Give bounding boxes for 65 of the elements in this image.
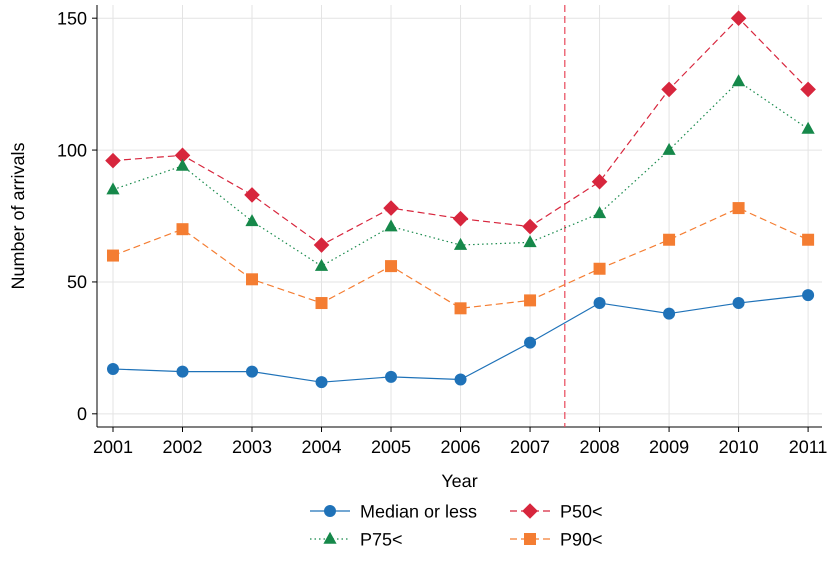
point xyxy=(524,294,536,306)
point xyxy=(176,366,188,378)
point xyxy=(174,148,190,164)
x-tick-label: 2004 xyxy=(301,437,342,457)
point xyxy=(246,273,258,286)
point xyxy=(594,297,606,310)
point xyxy=(662,142,676,155)
legend-label: P75< xyxy=(360,529,403,550)
point xyxy=(522,218,538,234)
x-tick-label: 2001 xyxy=(92,437,134,457)
point xyxy=(385,370,398,383)
point xyxy=(454,302,467,314)
point xyxy=(592,174,608,190)
legend-label: Median or less xyxy=(360,501,478,522)
point xyxy=(316,376,328,388)
y-tick-label: 150 xyxy=(56,8,87,28)
point xyxy=(314,258,328,271)
point xyxy=(316,297,328,310)
point xyxy=(802,234,814,246)
point xyxy=(314,237,330,253)
point xyxy=(106,362,119,375)
point xyxy=(105,152,121,168)
x-tick-label: 2003 xyxy=(232,437,272,457)
y-axis-title: Number of arrivals xyxy=(8,142,28,290)
x-tick-label: 2010 xyxy=(718,437,759,457)
point xyxy=(383,200,399,216)
point xyxy=(176,223,188,236)
point xyxy=(385,260,398,272)
point xyxy=(244,187,260,203)
point xyxy=(454,374,467,386)
point xyxy=(452,210,468,226)
point xyxy=(802,122,815,134)
point xyxy=(663,308,676,320)
point xyxy=(454,238,468,250)
point xyxy=(106,182,120,194)
point xyxy=(106,250,119,262)
x-tick-label: 2008 xyxy=(580,437,620,457)
point xyxy=(732,297,745,310)
point xyxy=(800,82,816,98)
legend-label: P90< xyxy=(560,529,603,550)
point xyxy=(246,366,258,378)
y-tick-label: 0 xyxy=(76,404,87,424)
point xyxy=(592,206,606,218)
point xyxy=(245,214,259,226)
point xyxy=(523,235,537,248)
point xyxy=(176,158,190,171)
x-tick-label: 2006 xyxy=(440,437,481,457)
y-tick-label: 50 xyxy=(66,272,87,292)
point xyxy=(663,234,676,246)
x-tick-label: 2007 xyxy=(510,437,550,457)
point xyxy=(661,82,677,98)
point xyxy=(732,202,745,214)
x-axis-title: Year xyxy=(441,471,478,491)
x-tick-label: 2002 xyxy=(162,437,203,457)
point xyxy=(732,74,746,86)
legend-label: P50< xyxy=(560,501,603,522)
point xyxy=(594,262,606,275)
x-tick-label: 2005 xyxy=(371,437,412,457)
point xyxy=(524,336,536,349)
point xyxy=(384,219,398,232)
x-tick-label: 2009 xyxy=(649,437,690,457)
point xyxy=(802,289,814,302)
y-tick-label: 100 xyxy=(56,140,87,160)
point xyxy=(730,10,746,26)
x-tick-label: 2011 xyxy=(788,437,828,457)
